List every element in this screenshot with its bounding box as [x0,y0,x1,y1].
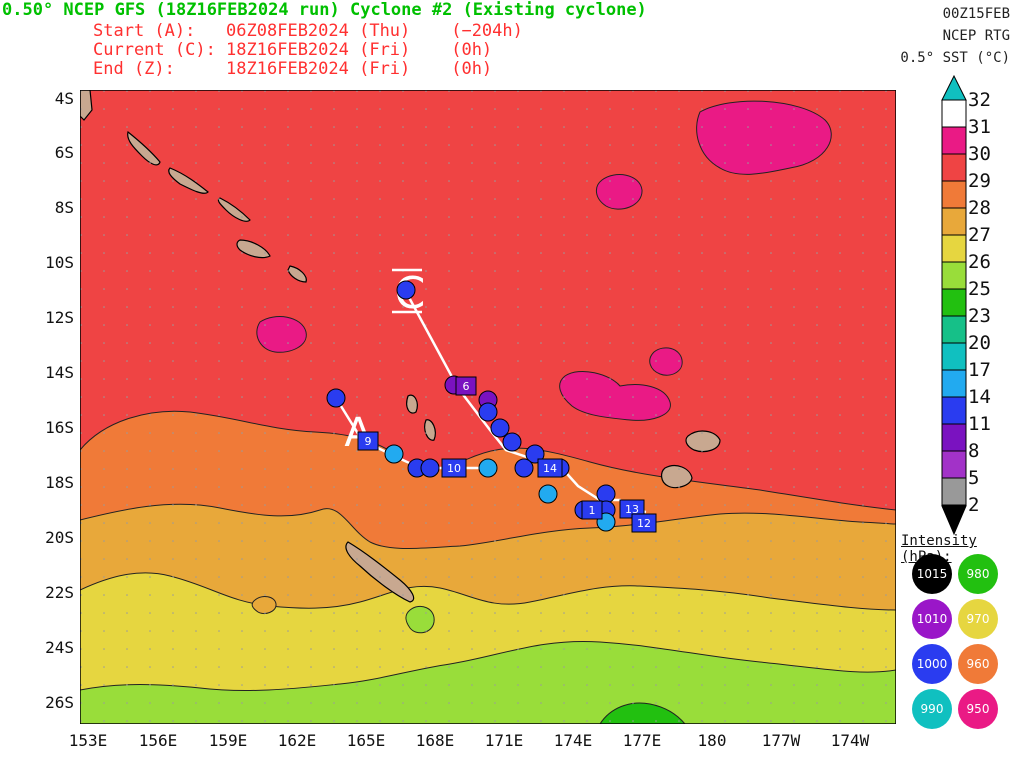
track-point [420,458,440,478]
track-point [396,280,416,300]
track-point [490,418,510,438]
intensity-legend-dot: 1000 [912,644,952,684]
lon-tick: 180 [697,731,727,750]
intensity-legend-dot: 970 [958,599,998,639]
colorbar-label: 17 [968,359,991,381]
colorbar-segment [941,180,967,209]
colorbar-label: 5 [968,467,980,489]
svg-text:10: 10 [447,462,461,475]
intensity-legend-dot: 990 [912,689,952,729]
sst-colorbar [941,74,967,536]
colorbar-label: 2 [968,494,980,516]
lat-tick: 10S [45,253,74,272]
track-point [478,402,498,422]
svg-text:12: 12 [637,517,651,530]
svg-text:6: 6 [463,380,470,393]
lat-tick: 4S [54,89,74,108]
colorbar-label: 20 [968,332,991,354]
colorbar-label: 26 [968,251,991,273]
sst-product: 0.5° SST (°C) [900,50,1010,66]
track-point [384,444,404,464]
sst-map: A C 6 [80,90,896,724]
track-point [596,484,616,504]
day-box [631,513,657,533]
track-point [514,458,534,478]
colorbar-segment [941,477,967,506]
lon-tick: 177W [761,731,801,750]
colorbar-segment [941,207,967,236]
intensity-legend-dot: 1015 [912,554,952,594]
colorbar-segment [941,153,967,182]
lat-tick: 26S [45,693,74,712]
start-line: Start (A): 06Z08FEB2024 (Thu) (−204h) [93,21,523,41]
colorbar-segment [941,450,967,479]
intensity-legend-dot: 980 [958,554,998,594]
colorbar-label: 30 [968,143,991,165]
lat-tick: 8S [54,198,74,217]
day-box [581,500,603,520]
lat-tick: 16S [45,418,74,437]
lon-tick: 168E [415,731,455,750]
colorbar-segment [941,342,967,371]
colorbar-label: 8 [968,440,980,462]
day-box [455,376,477,396]
svg-text:14: 14 [543,462,557,475]
svg-text:9: 9 [365,435,372,448]
lat-tick: 6S [54,143,74,162]
colorbar-label: 32 [968,89,991,111]
lat-tick: 22S [45,583,74,602]
colorbar-segment [941,288,967,317]
colorbar-segment [941,369,967,398]
colorbar-label: 28 [968,197,991,219]
track-point [538,484,558,504]
colorbar-segment [941,396,967,425]
intensity-legend-dot: 960 [958,644,998,684]
colorbar-segment [941,126,967,155]
colorbar-segment [941,423,967,452]
lat-tick: 20S [45,528,74,547]
end-line: End (Z): 18Z16FEB2024 (Fri) (0h) [93,59,493,79]
colorbar-label: 27 [968,224,991,246]
analysis-date: 00Z15FEB [942,6,1010,22]
svg-text:13: 13 [625,503,639,516]
colorbar-segment [941,99,967,128]
track-point [326,388,346,408]
chart-title: 0.50° NCEP GFS (18Z16FEB2024 run) Cyclon… [2,0,647,20]
lat-tick: 24S [45,638,74,657]
lon-tick: 159E [208,731,248,750]
colorbar-label: 31 [968,116,991,138]
day-box [537,458,563,478]
colorbar-segment [941,234,967,263]
colorbar-label: 25 [968,278,991,300]
lat-tick: 14S [45,363,74,382]
current-line: Current (C): 18Z16FEB2024 (Fri) (0h) [93,40,493,60]
track-point [478,458,498,478]
lat-tick: 18S [45,473,74,492]
intensity-legend-dot: 1010 [912,599,952,639]
colorbar-label: 11 [968,413,991,435]
lon-tick: 171E [484,731,524,750]
lon-tick: 165E [346,731,386,750]
intensity-legend-dot: 950 [958,689,998,729]
colorbar-label: 23 [968,305,991,327]
lon-tick: 156E [138,731,178,750]
lon-tick: 153E [68,731,108,750]
lon-tick: 174E [553,731,593,750]
svg-text:1: 1 [589,504,596,517]
lon-tick: 162E [277,731,317,750]
day-box [441,458,467,478]
storm-track: A C 6 [326,268,657,533]
colorbar-segment [941,315,967,344]
track-point [502,432,522,452]
colorbar-label: 14 [968,386,991,408]
lon-tick: 177E [622,731,662,750]
day-box [357,431,379,451]
lon-tick: 174W [830,731,870,750]
colorbar-label: 29 [968,170,991,192]
lat-tick: 12S [45,308,74,327]
sst-source: NCEP RTG [942,28,1010,44]
colorbar-segment [941,261,967,290]
